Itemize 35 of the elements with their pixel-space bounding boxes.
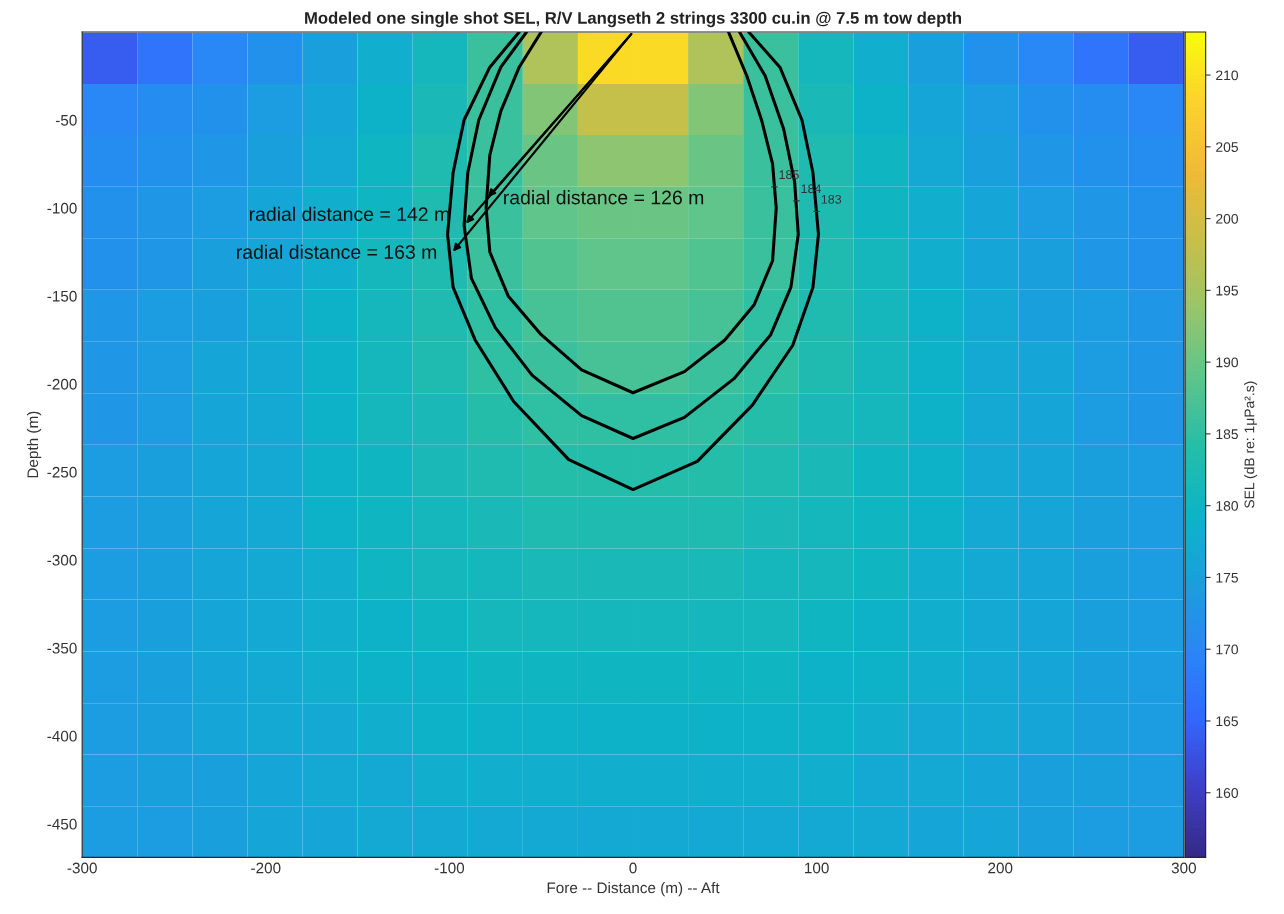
x-tick-label: -200: [251, 862, 281, 874]
color-bar-label: 170: [1216, 644, 1239, 655]
y-tick-label: -150: [47, 290, 77, 302]
x-tick-label: 0: [629, 862, 637, 874]
y-axis-title: Depth (m): [26, 411, 42, 478]
y-tick-label: -250: [47, 466, 77, 478]
color-bar-label: 160: [1216, 788, 1239, 798]
x-tick-label: 300: [1171, 862, 1196, 874]
color-bar-label: 195: [1216, 285, 1238, 296]
y-tick-label: -450: [47, 818, 77, 830]
color-bar-label: 185: [1216, 429, 1238, 440]
color-bar-label: 180: [1216, 501, 1239, 511]
line-series: [462, 31, 800, 441]
y-tick-label: -100: [47, 202, 77, 214]
x-tick-label: 200: [988, 862, 1013, 874]
x-tick-label: -100: [434, 862, 465, 874]
y-tick-label: -50: [55, 114, 77, 126]
color-bar-label: 210: [1216, 70, 1239, 81]
annotation: radial distance = 126 m: [504, 190, 704, 205]
x-tick-label: -300: [67, 862, 97, 874]
color-bar-label: 190: [1216, 357, 1239, 368]
y-tick-label: -300: [47, 554, 77, 566]
annotation: radial distance = 163 m: [237, 244, 437, 259]
annotation: 183: [821, 194, 842, 204]
color-bar-label: 165: [1216, 716, 1238, 727]
chart-title: Modeled one single shot SEL, R/V Langseth 2 strings 3300 cu.in @ 7.5 m tow depth: [305, 11, 962, 28]
y-tick-label: -200: [47, 378, 77, 390]
color-bar-label: 205: [1216, 142, 1238, 152]
color-bar-label: 175: [1216, 572, 1238, 583]
x-axis-title: Fore -- Distance (m) -- Aft: [547, 881, 720, 897]
color-bar-title: SEL (dB re: 1μPa².s): [1244, 381, 1258, 508]
y-tick-label: -400: [47, 730, 77, 742]
x-tick-label: 100: [805, 862, 829, 874]
color-bar-label: 200: [1216, 213, 1239, 224]
y-tick-label: -350: [47, 642, 77, 654]
